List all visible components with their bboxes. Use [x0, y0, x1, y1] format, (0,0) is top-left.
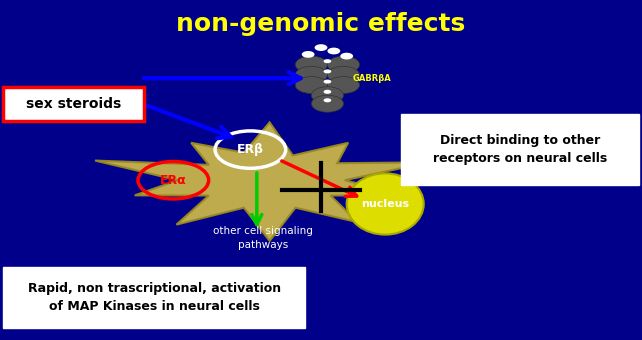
Text: Rapid, non trascriptional, activation
of MAP Kinases in neural cells: Rapid, non trascriptional, activation of…: [28, 282, 281, 313]
Polygon shape: [95, 122, 428, 241]
Circle shape: [340, 53, 353, 60]
Circle shape: [295, 66, 327, 83]
Text: sex steroids: sex steroids: [26, 97, 121, 111]
Circle shape: [311, 87, 343, 104]
FancyBboxPatch shape: [3, 267, 305, 328]
Circle shape: [327, 66, 360, 83]
Circle shape: [327, 76, 360, 94]
Circle shape: [324, 69, 331, 73]
Circle shape: [315, 44, 327, 51]
Circle shape: [295, 76, 327, 94]
Text: nucleus: nucleus: [361, 199, 409, 209]
Circle shape: [324, 90, 331, 94]
Circle shape: [295, 56, 327, 73]
Text: ERβ: ERβ: [237, 143, 264, 156]
Circle shape: [311, 95, 343, 112]
Circle shape: [327, 48, 340, 54]
FancyBboxPatch shape: [401, 114, 639, 185]
Text: other cell signaling
pathways: other cell signaling pathways: [213, 226, 313, 250]
Circle shape: [324, 59, 331, 63]
Text: ERα: ERα: [160, 174, 187, 187]
Text: Direct binding to other
receptors on neural cells: Direct binding to other receptors on neu…: [433, 134, 607, 165]
FancyBboxPatch shape: [3, 87, 144, 121]
Text: GABRβA: GABRβA: [353, 74, 392, 83]
Ellipse shape: [347, 173, 424, 235]
Text: non-genomic effects: non-genomic effects: [177, 12, 465, 36]
Circle shape: [324, 98, 331, 102]
Circle shape: [324, 80, 331, 84]
Circle shape: [327, 56, 360, 73]
Circle shape: [302, 51, 315, 58]
